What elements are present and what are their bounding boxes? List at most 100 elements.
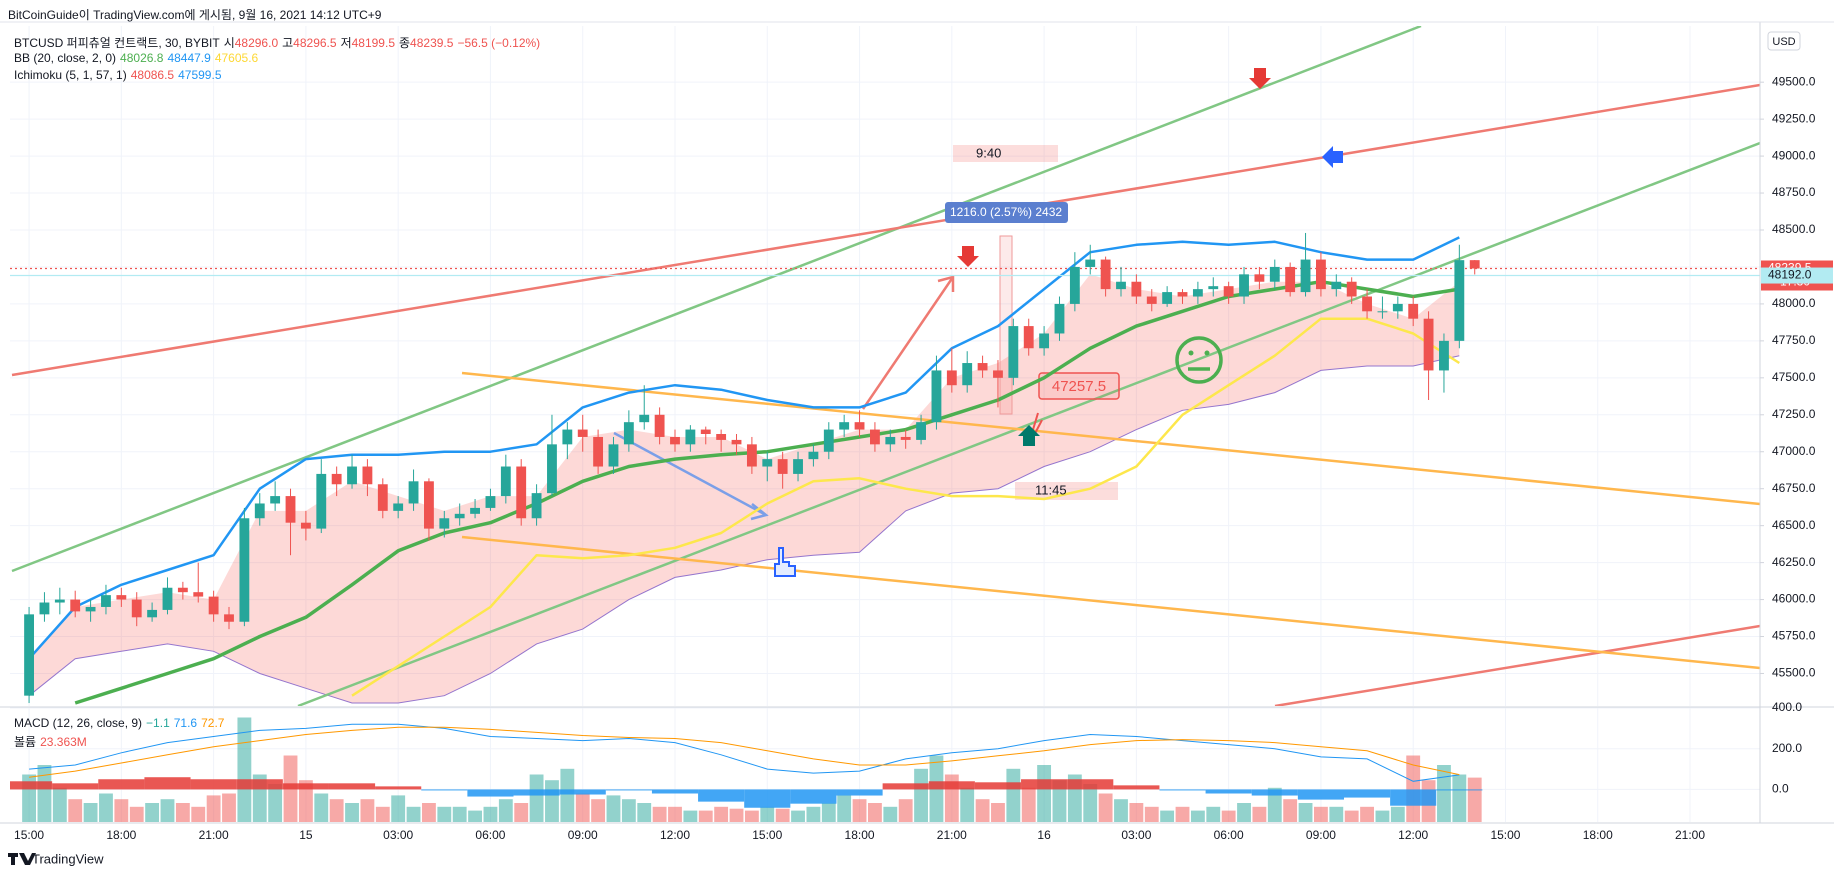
candles [24, 232, 1480, 704]
volume-bar [729, 808, 744, 822]
x-tick-label: 21:00 [199, 828, 229, 842]
frame: USD [0, 21, 1834, 824]
candle-body [39, 602, 50, 615]
volume-bar [760, 806, 775, 822]
volume-bar [1237, 803, 1251, 822]
volume-bar [52, 787, 67, 822]
macd-histogram-bar [1436, 789, 1483, 791]
up-arrow-icon [1018, 425, 1040, 446]
neutral-face-icon [1204, 350, 1210, 356]
candle-body [993, 370, 1003, 378]
x-tick-label: 09:00 [568, 828, 598, 842]
volume-bar [652, 806, 667, 822]
indicator-line [28, 236, 1460, 660]
time-box [953, 145, 1058, 162]
currency: USD [1772, 36, 1795, 48]
volume-bar [206, 795, 221, 822]
candle-body [577, 429, 588, 437]
macd-histogram-bar [98, 779, 145, 790]
x-tick-label: 21:00 [1675, 828, 1705, 842]
candle-body [700, 429, 711, 434]
candle-body [839, 422, 850, 430]
trend-line [297, 141, 1760, 706]
volume-bar [621, 799, 636, 822]
candle-body [500, 466, 511, 497]
candle-body [1269, 266, 1280, 282]
volume-legend: 볼륨 23.363M [14, 733, 91, 750]
volume-bar [345, 803, 359, 822]
x-tick-label: 06:00 [1214, 828, 1244, 842]
volume-bar [360, 799, 375, 822]
macd-histogram-bar [421, 789, 468, 791]
macd-histogram-bar [559, 789, 606, 795]
volume-bar [1160, 810, 1175, 822]
macd-line [29, 723, 1460, 782]
y-tick-label: 49250.0 [1772, 111, 1816, 125]
y-tick-label: 0.0 [1772, 782, 1789, 796]
macd-histogram-bar [836, 789, 883, 796]
candle-body [1069, 266, 1080, 304]
volume-bar [514, 803, 529, 822]
macd-histogram-bar [1021, 779, 1068, 790]
ichimoku-legend: Ichimoku (5, 1, 57, 1) 48086.5 47599.5 [14, 68, 226, 82]
volume-bar [83, 803, 98, 822]
candle-body [239, 518, 250, 622]
ohlc-value: 48239.5 [410, 36, 454, 50]
volume-bar [452, 806, 467, 822]
candle-body [1392, 303, 1403, 312]
macd-histogram-bar [1343, 789, 1391, 798]
candle-body [147, 609, 158, 618]
y-tick-label: 47250.0 [1772, 407, 1816, 421]
candle-body [670, 436, 680, 445]
candle-body [485, 496, 496, 508]
brand: TradingView [32, 851, 104, 866]
volume-bar [298, 780, 313, 822]
volume-bar [591, 799, 606, 822]
volume-bar [791, 810, 805, 822]
candle-body [1208, 286, 1219, 290]
published: BitCoinGuide이 TradingView.com에 게시됨, 9월 1… [8, 8, 382, 22]
volume-bar [1114, 799, 1128, 822]
macd-histogram-bar [1205, 789, 1252, 794]
candle-body [716, 434, 727, 440]
candle-body [1439, 340, 1449, 371]
indicator-value: 47605.6 [214, 51, 259, 65]
x-tick-label: 18:00 [845, 828, 875, 842]
volume-bar [1144, 806, 1159, 822]
volume-bar [744, 810, 759, 822]
candle-body [746, 444, 757, 467]
candle-body [1177, 292, 1188, 297]
macd-histogram-bar [236, 779, 283, 790]
symbol: BTCUSD 퍼피츄얼 컨트랙트, 30, BYBIT [14, 36, 220, 50]
ohlc-key: 시 [223, 36, 235, 50]
volume-bar [837, 795, 852, 822]
candle-body [808, 451, 819, 460]
candle-body [177, 587, 188, 593]
macd-histogram-bar [1297, 789, 1344, 800]
candle-body [1346, 281, 1357, 297]
volume-bar [1206, 806, 1221, 822]
brand-logo [8, 853, 36, 865]
volume-bar [437, 806, 452, 822]
y-tick-label: 48000.0 [1772, 296, 1816, 310]
volume-bar [914, 768, 928, 822]
candle-body [1423, 318, 1434, 371]
y-tick-label: 46500.0 [1772, 518, 1816, 532]
price-label: 48192.0 [1768, 268, 1812, 282]
candle-body [1285, 266, 1296, 293]
candle-body [1054, 303, 1065, 334]
y-tick-label: 45500.0 [1772, 666, 1816, 680]
left-arrow-icon [1322, 146, 1343, 168]
macd-histogram-bar [1390, 789, 1437, 806]
ohlc-value: 48296.5 [293, 36, 337, 50]
neutral-face-icon [1188, 350, 1194, 356]
candle-body [1331, 281, 1342, 290]
indicator-value: 72.7 [201, 716, 225, 730]
candle-body [547, 444, 557, 494]
ohlc-value: 48296.0 [234, 36, 279, 50]
candle-body [393, 503, 404, 511]
channel-line [461, 371, 1760, 506]
y-tick-label: 46000.0 [1772, 592, 1816, 606]
candle-body [1100, 259, 1111, 290]
